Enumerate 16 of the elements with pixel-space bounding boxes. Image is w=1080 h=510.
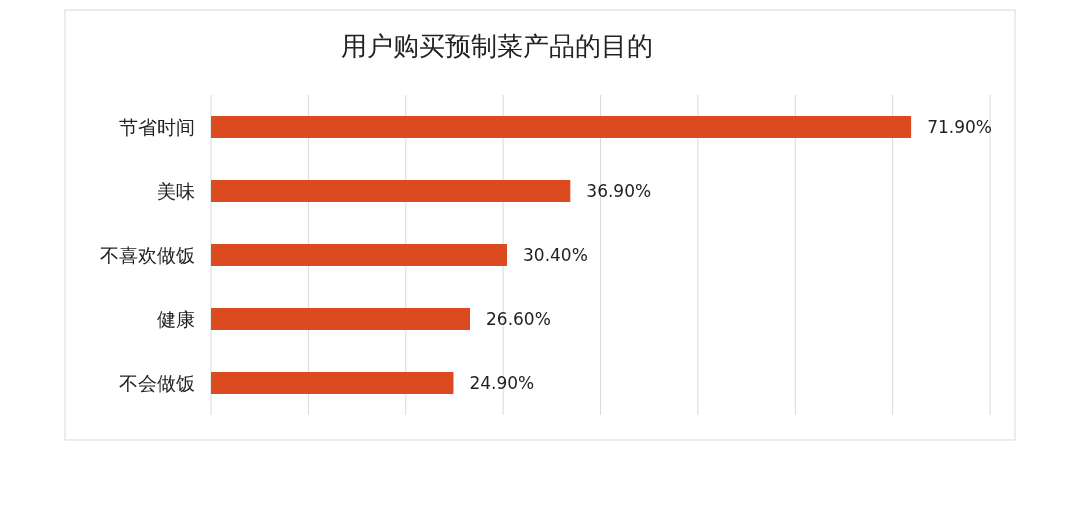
data-label: 30.40% (523, 245, 588, 265)
data-label: 24.90% (469, 373, 535, 393)
y-tick-label: 美味 (157, 180, 195, 202)
bar (211, 244, 508, 266)
y-tick-label: 不喜欢做饭 (100, 244, 195, 266)
y-tick-label: 健康 (157, 308, 195, 330)
y-tick-label: 节省时间 (119, 116, 195, 138)
bar (211, 116, 912, 138)
bar (211, 372, 454, 394)
data-label: 71.90% (927, 117, 992, 137)
data-label: 36.90% (586, 181, 652, 201)
bar (211, 180, 571, 202)
y-tick-label: 不会做饭 (119, 372, 195, 394)
bar (211, 308, 471, 330)
data-label: 26.60% (486, 309, 551, 329)
chart-title: 用户购买预制菜产品的目的 (341, 31, 653, 61)
